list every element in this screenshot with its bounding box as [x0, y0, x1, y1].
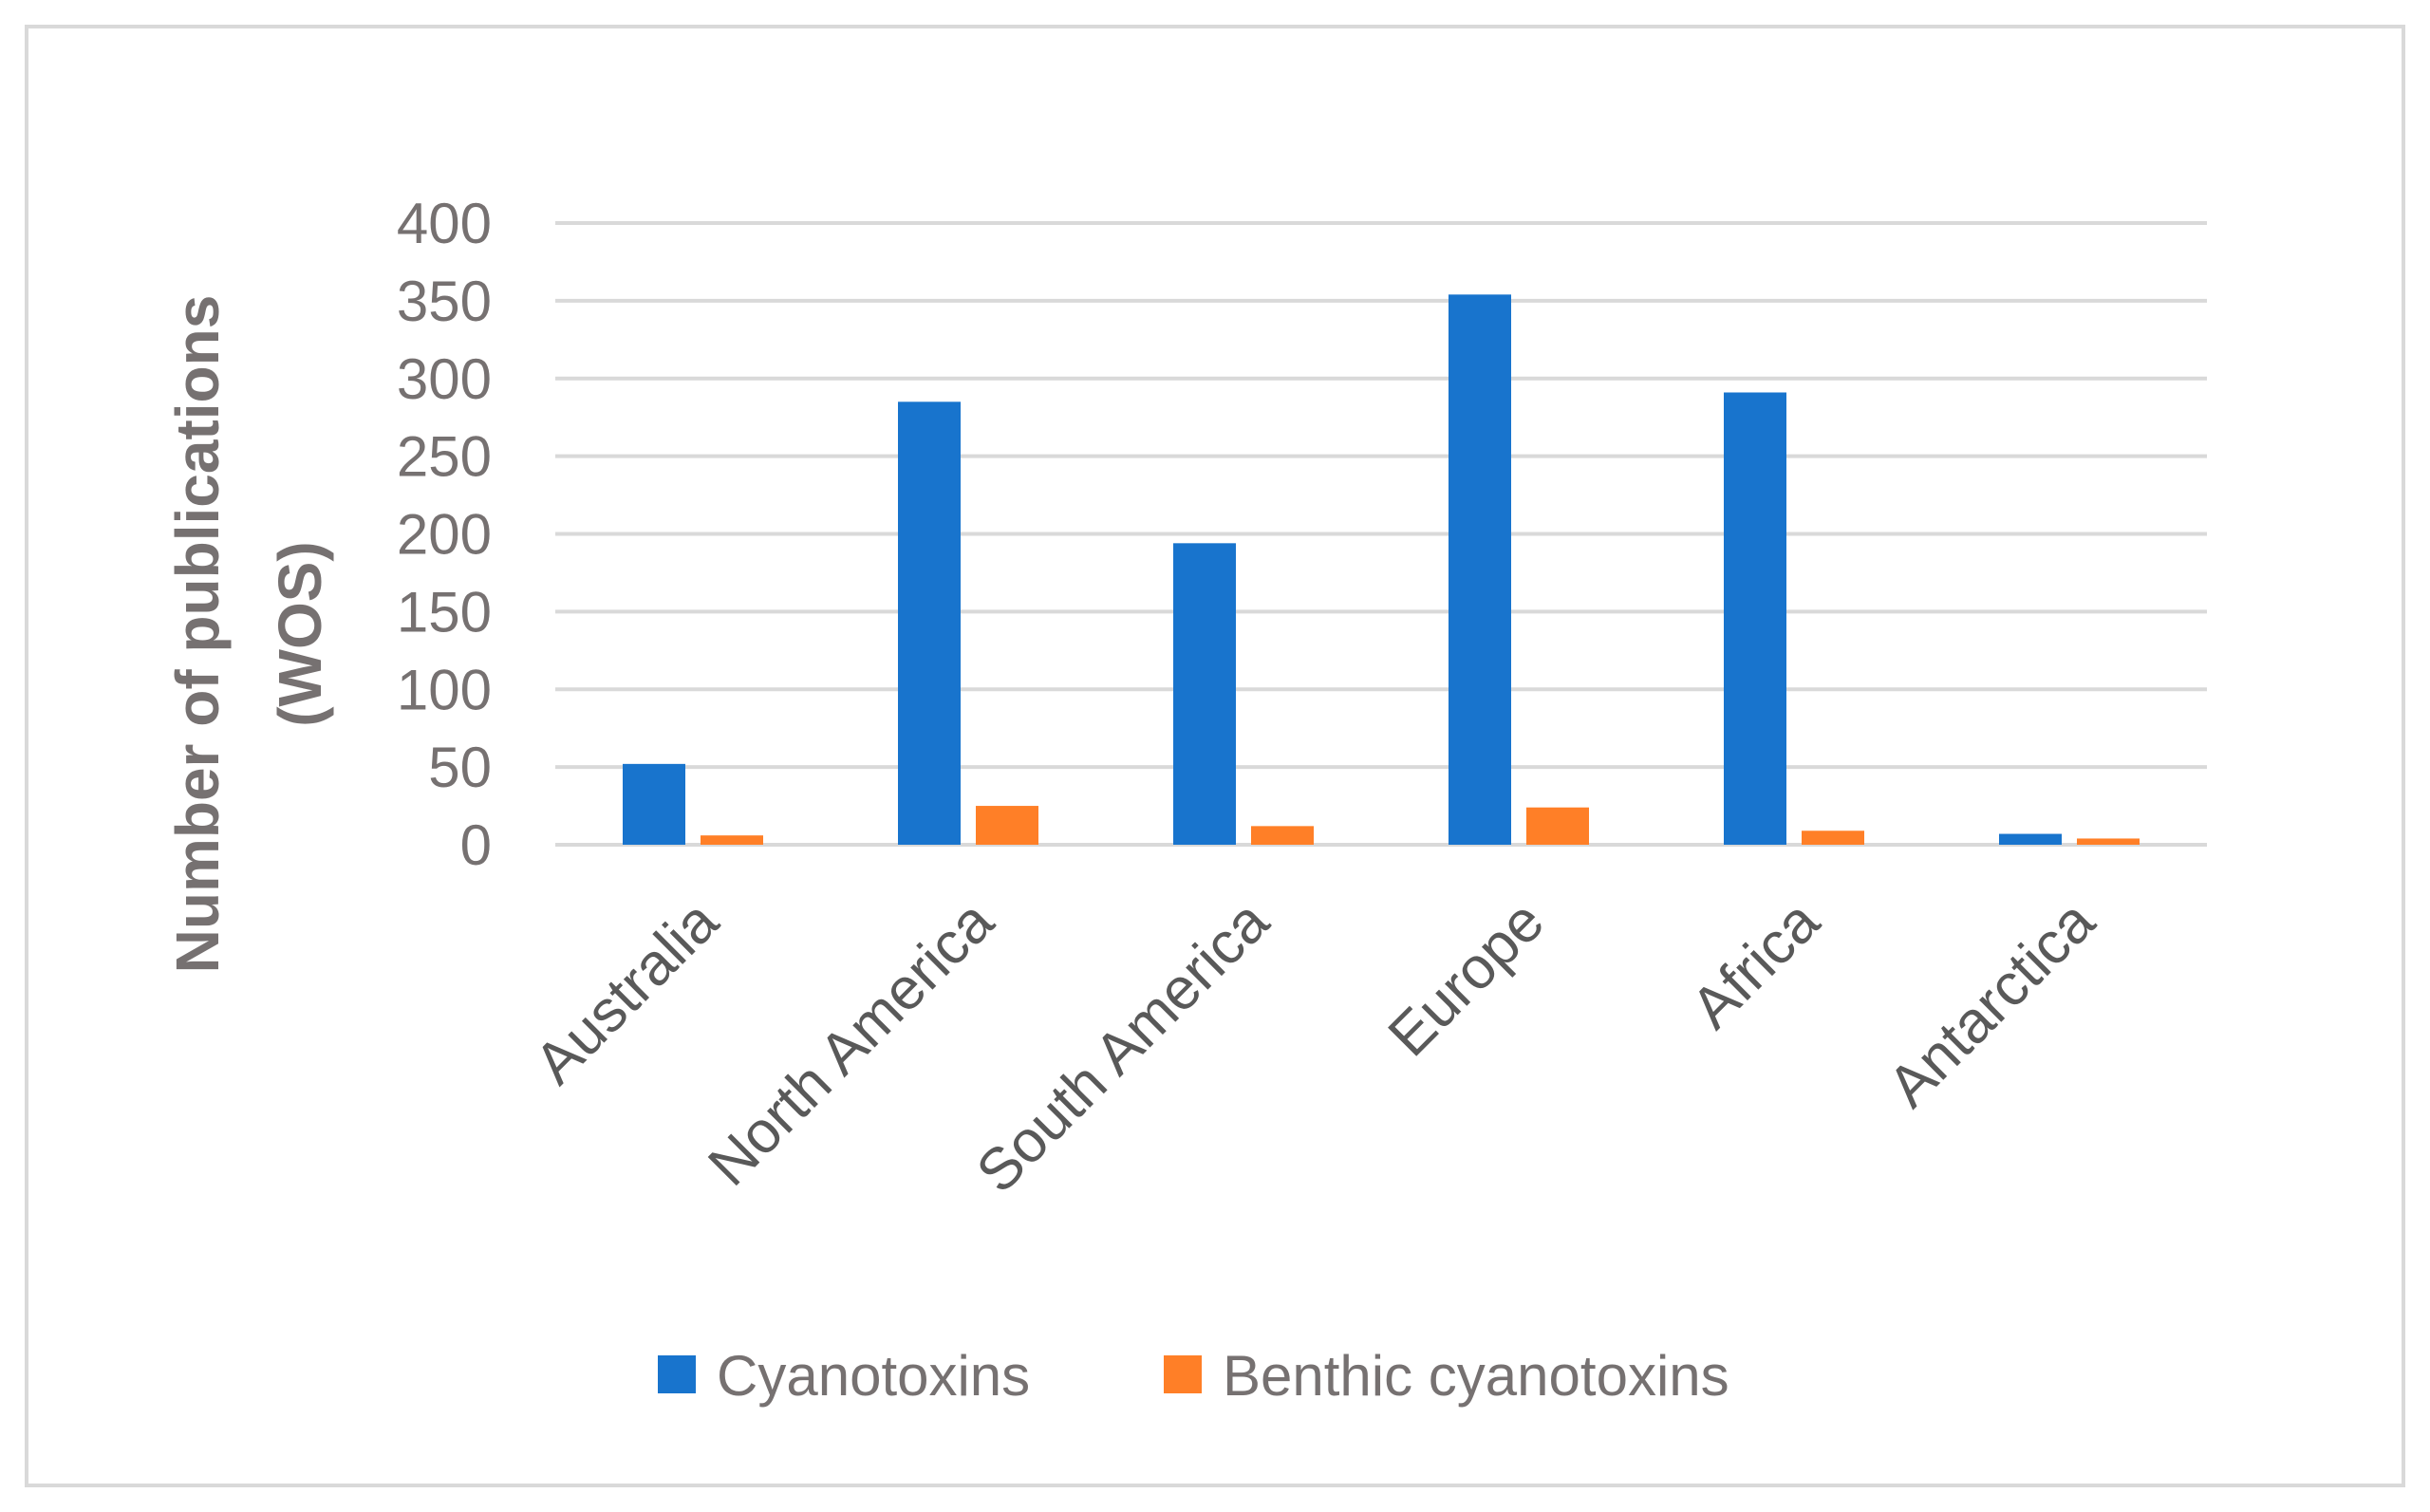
- bar-benthic-cyanotoxins-europe: [1526, 807, 1589, 845]
- bar-benthic-cyanotoxins-south-america: [1251, 826, 1314, 845]
- x-tick-label-australia: Australia: [523, 888, 732, 1097]
- legend-swatch-benthic-cyanotoxins: [1164, 1355, 1202, 1393]
- y-tick-label-50: 50: [428, 736, 492, 799]
- x-tick-label-south-america: South America: [964, 888, 1281, 1205]
- y-axis-title: Number of publications (WOS): [163, 295, 334, 974]
- legend-label-benthic-cyanotoxins: Benthic cyanotoxins: [1223, 1344, 1729, 1408]
- x-tick-label-antarctica: Antarctica: [1876, 888, 2107, 1120]
- bar-benthic-cyanotoxins-north-america: [976, 806, 1038, 845]
- y-axis-ticks: 0 50 100 150 200 250 300 350 400: [397, 192, 492, 877]
- x-tick-label-north-america: North America: [696, 888, 1006, 1199]
- x-tick-label-africa: Africa: [1679, 888, 1832, 1041]
- bar-benthic-cyanotoxins-africa: [1802, 831, 1864, 845]
- y-axis-title-line-2: (WOS): [266, 541, 334, 727]
- y-tick-label-400: 400: [397, 192, 492, 255]
- bar-cyanotoxins-australia: [623, 763, 685, 845]
- y-tick-label-250: 250: [397, 425, 492, 489]
- bar-cyanotoxins-antarctica: [1999, 833, 2062, 845]
- bar-cyanotoxins-europe: [1449, 294, 1511, 845]
- y-tick-label-200: 200: [397, 503, 492, 567]
- bar-cyanotoxins-south-america: [1173, 543, 1236, 845]
- y-tick-label-300: 300: [397, 347, 492, 411]
- y-axis-title-line-1: Number of publications: [163, 295, 232, 974]
- x-tick-label-europe: Europe: [1376, 888, 1557, 1069]
- y-tick-label-0: 0: [460, 813, 492, 877]
- y-tick-label-100: 100: [397, 658, 492, 721]
- y-tick-label-350: 350: [397, 270, 492, 333]
- legend-swatch-cyanotoxins: [658, 1355, 696, 1393]
- bar-benthic-cyanotoxins-antarctica: [2077, 838, 2140, 845]
- y-tick-label-150: 150: [397, 580, 492, 644]
- bar-benthic-cyanotoxins-australia: [701, 835, 763, 845]
- bars: [623, 294, 2140, 845]
- legend-label-cyanotoxins: Cyanotoxins: [717, 1344, 1030, 1408]
- grid-layer: [555, 221, 2207, 847]
- bar-cyanotoxins-africa: [1724, 392, 1786, 845]
- legend: Cyanotoxins Benthic cyanotoxins: [658, 1344, 1729, 1408]
- bar-cyanotoxins-north-america: [898, 401, 961, 845]
